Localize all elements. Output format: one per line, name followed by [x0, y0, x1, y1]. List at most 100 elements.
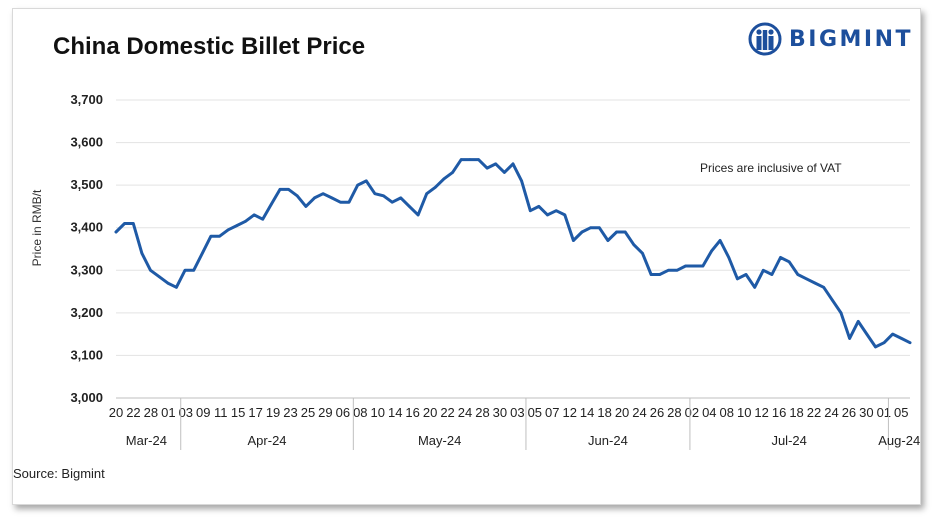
data-point — [865, 332, 869, 336]
data-point — [244, 220, 247, 223]
data-point — [459, 158, 463, 161]
data-point — [218, 234, 221, 238]
data-point — [641, 251, 644, 255]
x-tick-label: 20 — [423, 405, 437, 420]
data-point — [494, 162, 498, 166]
x-tick-label: 28 — [144, 405, 158, 420]
x-tick-label: 24 — [458, 405, 472, 420]
x-tick-label: 22 — [126, 405, 140, 420]
data-point — [157, 275, 161, 278]
x-tick-label: 17 — [248, 405, 262, 420]
x-tick-label: 10 — [371, 405, 385, 420]
x-axis: 20 22 28 01 03 09 11 15 17 19 23 25 29 06 08 10 14 16 20 22… — [109, 397, 910, 420]
x-tick-label: 03 — [510, 405, 524, 420]
month-label: Jun-24 — [588, 433, 628, 448]
x-tick-label: 20 — [109, 405, 123, 420]
month-label: Aug-24 — [878, 433, 920, 448]
x-tick-label: 29 — [318, 405, 332, 420]
x-tick-label: 10 — [737, 405, 751, 420]
data-point — [580, 230, 584, 234]
data-point — [813, 281, 817, 285]
x-tick-label: 01 — [877, 405, 891, 420]
data-point — [727, 256, 731, 259]
data-point — [149, 268, 152, 272]
x-tick-label: 06 — [336, 405, 350, 420]
x-tick-label: 02 — [685, 405, 699, 420]
x-tick-label: 16 — [405, 405, 419, 420]
data-point — [615, 230, 618, 234]
data-point — [770, 273, 774, 276]
x-tick-label: 24 — [632, 405, 646, 420]
data-point — [787, 260, 791, 264]
x-tick-label: 07 — [545, 405, 559, 420]
source-note: Source: Bigmint — [13, 466, 105, 481]
data-point — [839, 311, 843, 315]
month-label: Apr-24 — [248, 433, 287, 448]
data-point — [779, 256, 782, 259]
x-tick-label: 22 — [807, 405, 821, 420]
chart-card — [12, 8, 921, 505]
data-point — [451, 171, 454, 174]
month-label: Mar-24 — [126, 433, 167, 448]
y-tick-label: 3,200 — [70, 305, 103, 320]
y-tick-label: 3,500 — [70, 177, 103, 192]
x-tick-label: 08 — [720, 405, 734, 420]
data-point — [175, 286, 178, 289]
x-tick-label: 09 — [196, 405, 210, 420]
x-tick-label: 30 — [493, 405, 507, 420]
x-tick-label: 14 — [580, 405, 594, 420]
bigmint-logo-text: BIGMINT — [789, 26, 914, 52]
data-point — [511, 162, 515, 166]
month-labels: Mar-24 Apr-24 May-24 Jun-24 Jul-24 Aug-24 — [126, 398, 920, 450]
y-axis-ticks: 3,000 3,100 3,200 3,300 3,400 3,500 3,600 3,700 — [70, 92, 103, 405]
data-point — [675, 268, 679, 272]
data-point — [658, 273, 662, 276]
y-tick-label: 3,000 — [70, 390, 103, 405]
data-point — [313, 196, 316, 200]
x-tick-label: 25 — [301, 405, 315, 420]
data-point — [891, 332, 895, 336]
month-label: Jul-24 — [771, 433, 806, 448]
data-point — [503, 171, 506, 174]
data-point — [226, 228, 230, 232]
x-tick-label: 20 — [615, 405, 629, 420]
data-point — [900, 337, 903, 340]
data-point — [321, 192, 325, 195]
data-point — [692, 264, 696, 268]
y-tick-label: 3,600 — [70, 135, 103, 150]
data-point — [140, 251, 144, 255]
x-tick-label: 11 — [214, 405, 228, 420]
data-point — [736, 277, 739, 281]
data-point — [390, 200, 394, 204]
data-point — [356, 183, 359, 187]
data-point — [701, 264, 705, 268]
data-point — [563, 213, 567, 217]
data-point — [822, 286, 825, 289]
x-tick-label: 30 — [859, 405, 873, 420]
data-point — [537, 205, 541, 208]
data-point — [201, 251, 204, 255]
data-point — [805, 277, 808, 281]
x-tick-label: 18 — [597, 405, 611, 420]
data-point — [252, 213, 256, 217]
data-point — [528, 209, 532, 212]
data-point — [330, 196, 334, 200]
data-point — [123, 222, 126, 225]
x-tick-label: 28 — [667, 405, 681, 420]
data-point — [520, 179, 523, 183]
x-tick-label: 01 — [161, 405, 175, 420]
x-tick-label: 14 — [388, 405, 402, 420]
data-point — [606, 239, 610, 242]
x-tick-label: 08 — [353, 405, 367, 420]
x-tick-label: 03 — [179, 405, 193, 420]
data-point — [114, 230, 118, 234]
data-point — [408, 205, 411, 208]
data-point — [761, 268, 765, 272]
x-tick-label: 12 — [562, 405, 576, 420]
x-tick-label: 16 — [772, 405, 786, 420]
data-point — [710, 249, 713, 253]
data-point — [753, 286, 756, 289]
x-tick-label: 24 — [824, 405, 838, 420]
data-point — [425, 192, 428, 195]
data-point — [183, 268, 187, 272]
